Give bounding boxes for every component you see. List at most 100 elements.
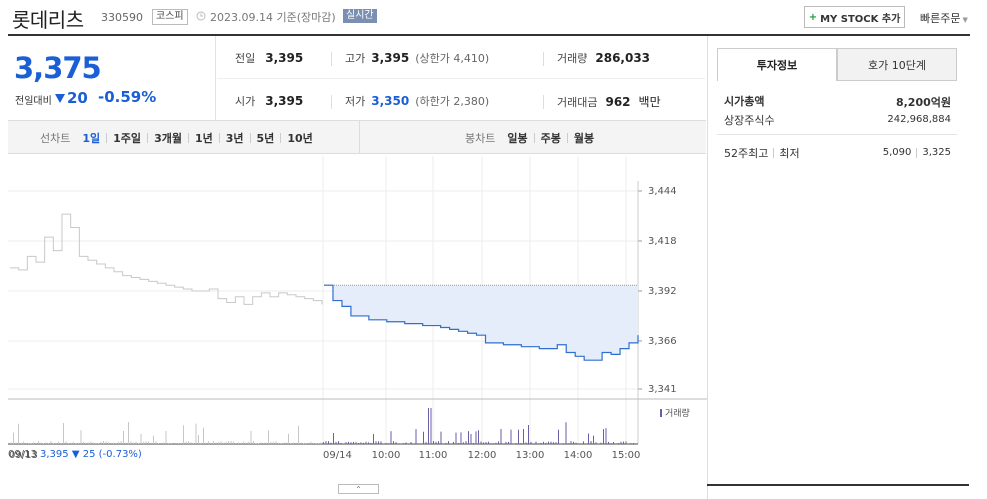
stat-amount: 거래대금 962 백만 xyxy=(557,93,661,110)
prev-day-change: 25 xyxy=(82,449,96,460)
stat-low-label: 저가 xyxy=(345,95,366,108)
base-date: 2023.09.14 기준(장마감) xyxy=(210,11,336,24)
lower-limit: (하한가 2,380) xyxy=(415,95,490,108)
tab-active-underline xyxy=(717,81,837,82)
stat-volume-label: 거래량 xyxy=(557,52,588,65)
period-10y[interactable]: 10년 xyxy=(287,132,313,145)
stat-volume-value: 286,033 xyxy=(595,51,651,65)
period-divider xyxy=(218,133,220,143)
period-divider xyxy=(187,133,189,143)
period-1y[interactable]: 1년 xyxy=(194,132,213,145)
x-tick-label: 09/14 xyxy=(323,450,352,461)
y-tick-label: 3,418 xyxy=(648,236,677,247)
y-tick-label: 3,444 xyxy=(648,186,677,197)
line-chart-periods: 선차트 1일 1주일 3개월 1년 3년 5년 10년 xyxy=(40,130,313,146)
x-tick-label: 09/13 xyxy=(9,450,38,461)
period-bar-divider xyxy=(359,120,360,154)
w52-high-value: 5,090 xyxy=(882,147,912,158)
period-3m[interactable]: 3개월 xyxy=(154,132,182,145)
plus-icon: + xyxy=(808,11,818,23)
w52-low-value: 3,325 xyxy=(922,147,951,158)
change-label: 전일대비 xyxy=(15,96,52,107)
y-tick-label: 3,341 xyxy=(648,384,677,395)
change-percent: -0.59% xyxy=(98,88,157,106)
period-divider xyxy=(106,133,108,143)
stat-prev: 전일 3,395 xyxy=(235,50,303,66)
quick-order-button[interactable]: 빠른주문 ▼ xyxy=(920,10,968,26)
market-badge: 코스피 xyxy=(152,9,188,25)
candle-chart-label: 봉차트 xyxy=(465,132,496,145)
period-monthly[interactable]: 월봉 xyxy=(573,132,595,145)
x-tick-label: 11:00 xyxy=(419,450,448,461)
today-fill-area xyxy=(324,285,638,361)
panel-divider xyxy=(717,134,957,135)
down-triangle-icon xyxy=(55,94,65,103)
quick-order-label: 빠른주문 xyxy=(920,12,961,25)
x-tick-label: 14:00 xyxy=(564,450,593,461)
stat-low-value: 3,350 xyxy=(371,94,410,108)
upper-limit: (상한가 4,410) xyxy=(415,52,490,65)
candle-chart-periods: 봉차트 일봉 주봉 월봉 xyxy=(465,130,594,146)
panel-bottom-line xyxy=(707,484,969,486)
period-5y[interactable]: 5년 xyxy=(256,132,275,145)
w52-label: 52주최고 최저 xyxy=(724,145,800,161)
volume-legend-swatch xyxy=(660,409,662,417)
w52-divider xyxy=(773,148,775,158)
add-mystock-button[interactable]: + MY STOCK 추가 xyxy=(804,6,905,28)
stock-name: 롯데리츠 xyxy=(12,8,84,32)
price-change: 20 xyxy=(54,89,88,107)
market-cap-value: 8,200억원 xyxy=(895,96,951,109)
down-triangle-icon: ▼ xyxy=(71,449,80,460)
change-value: 20 xyxy=(67,89,88,107)
stat-divider xyxy=(331,95,332,109)
tab-investment-info[interactable]: 투자정보 xyxy=(717,48,837,81)
caret-down-icon: ▼ xyxy=(962,16,968,24)
market-cap-label: 시가총액 xyxy=(724,93,764,109)
price-box xyxy=(8,36,216,120)
volume-legend-label: 거래량 xyxy=(665,409,690,419)
shares-label: 상장주식수 xyxy=(724,114,775,127)
tab-quote-10[interactable]: 호가 10단계 xyxy=(837,48,957,81)
period-divider xyxy=(566,133,568,143)
header-divider xyxy=(8,34,970,36)
stock-code: 330590 xyxy=(101,11,143,24)
period-bar xyxy=(8,120,706,154)
period-3y[interactable]: 3년 xyxy=(225,132,244,145)
prev-day-date: 09/13 xyxy=(8,449,37,460)
prev-day-summary: 09/13 3,395 ▼ 25 (-0.73%) xyxy=(8,449,142,460)
period-divider xyxy=(147,133,149,143)
prev-day-change-pct: (-0.73%) xyxy=(98,449,142,460)
y-tick-label: 3,366 xyxy=(648,336,677,347)
stat-divider xyxy=(543,95,544,109)
stat-open-value: 3,395 xyxy=(265,94,304,108)
stat-divider xyxy=(331,52,332,66)
today-line xyxy=(324,284,639,361)
y-tick-label: 3,392 xyxy=(648,286,677,297)
stat-high-label: 고가 xyxy=(345,52,366,65)
period-daily[interactable]: 일봉 xyxy=(507,132,528,145)
period-divider xyxy=(280,133,282,143)
stat-divider xyxy=(543,52,544,66)
clock-icon xyxy=(196,11,206,21)
current-price: 3,375 xyxy=(14,51,102,85)
x-tick-label: 13:00 xyxy=(516,450,545,461)
market-cap-label-text: 시가총액 xyxy=(724,95,765,108)
period-1w[interactable]: 1주일 xyxy=(113,132,142,145)
stat-open-label: 시가 xyxy=(235,95,256,108)
stat-amount-label: 거래대금 xyxy=(557,96,598,109)
intraday-chart[interactable]: 3,444 3,418 3,392 3,366 3,341 09/14 10:00 11:0… xyxy=(8,156,708,466)
w52-values: 5,090 3,325 xyxy=(870,147,951,158)
stat-low: 저가 3,350 (하한가 2,380) xyxy=(345,93,489,109)
investment-info-panel xyxy=(707,36,969,499)
w52-divider xyxy=(916,147,918,158)
line-chart-label: 선차트 xyxy=(40,132,71,145)
stat-prev-value: 3,395 xyxy=(265,51,304,65)
period-weekly[interactable]: 주봉 xyxy=(540,132,561,145)
stat-row-divider xyxy=(217,78,705,79)
chevron-up-icon[interactable]: ⌃ xyxy=(338,484,379,494)
realtime-badge[interactable]: 실시간 xyxy=(343,9,377,23)
x-tick-label: 12:00 xyxy=(468,450,497,461)
period-1d[interactable]: 1일 xyxy=(82,132,101,145)
stat-amount-value: 962 xyxy=(605,95,631,109)
x-tick-label: 15:00 xyxy=(612,450,641,461)
